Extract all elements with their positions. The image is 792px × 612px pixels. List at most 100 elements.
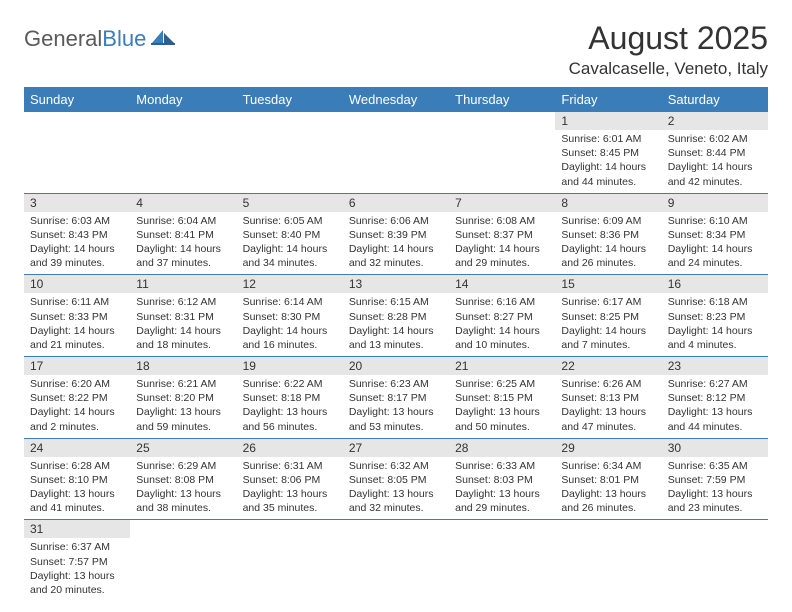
daylight-text: Daylight: 14 hours and 29 minutes.: [455, 242, 549, 270]
sunset-text: Sunset: 8:08 PM: [136, 473, 230, 487]
day-number: 7: [449, 194, 555, 212]
calendar-day-cell: 17Sunrise: 6:20 AMSunset: 8:22 PMDayligh…: [24, 357, 130, 439]
calendar-day-cell: [24, 112, 130, 193]
sunset-text: Sunset: 8:03 PM: [455, 473, 549, 487]
calendar-day-cell: 24Sunrise: 6:28 AMSunset: 8:10 PMDayligh…: [24, 438, 130, 520]
sunset-text: Sunset: 8:36 PM: [561, 228, 655, 242]
day-details: Sunrise: 6:15 AMSunset: 8:28 PMDaylight:…: [343, 293, 449, 356]
calendar-day-cell: [662, 520, 768, 601]
day-details: Sunrise: 6:27 AMSunset: 8:12 PMDaylight:…: [662, 375, 768, 438]
calendar-week-row: 24Sunrise: 6:28 AMSunset: 8:10 PMDayligh…: [24, 438, 768, 520]
sunset-text: Sunset: 8:39 PM: [349, 228, 443, 242]
daylight-text: Daylight: 14 hours and 18 minutes.: [136, 324, 230, 352]
calendar-day-cell: 30Sunrise: 6:35 AMSunset: 7:59 PMDayligh…: [662, 438, 768, 520]
sunset-text: Sunset: 8:05 PM: [349, 473, 443, 487]
day-number: 2: [662, 112, 768, 130]
calendar-week-row: 17Sunrise: 6:20 AMSunset: 8:22 PMDayligh…: [24, 357, 768, 439]
day-details: Sunrise: 6:31 AMSunset: 8:06 PMDaylight:…: [237, 457, 343, 520]
daylight-text: Daylight: 13 hours and 20 minutes.: [30, 569, 124, 597]
calendar-day-cell: 9Sunrise: 6:10 AMSunset: 8:34 PMDaylight…: [662, 193, 768, 275]
calendar-table: Sunday Monday Tuesday Wednesday Thursday…: [24, 87, 768, 601]
day-details: Sunrise: 6:12 AMSunset: 8:31 PMDaylight:…: [130, 293, 236, 356]
sunrise-text: Sunrise: 6:14 AM: [243, 295, 337, 309]
daylight-text: Daylight: 13 hours and 23 minutes.: [668, 487, 762, 515]
calendar-day-cell: 14Sunrise: 6:16 AMSunset: 8:27 PMDayligh…: [449, 275, 555, 357]
calendar-day-cell: [343, 112, 449, 193]
calendar-day-cell: 20Sunrise: 6:23 AMSunset: 8:17 PMDayligh…: [343, 357, 449, 439]
daylight-text: Daylight: 14 hours and 39 minutes.: [30, 242, 124, 270]
location: Cavalcaselle, Veneto, Italy: [569, 59, 768, 79]
daylight-text: Daylight: 14 hours and 16 minutes.: [243, 324, 337, 352]
weekday-header-row: Sunday Monday Tuesday Wednesday Thursday…: [24, 87, 768, 112]
day-number: 25: [130, 439, 236, 457]
daylight-text: Daylight: 14 hours and 26 minutes.: [561, 242, 655, 270]
weekday-header: Wednesday: [343, 87, 449, 112]
sunrise-text: Sunrise: 6:35 AM: [668, 459, 762, 473]
sunset-text: Sunset: 8:44 PM: [668, 146, 762, 160]
calendar-day-cell: 27Sunrise: 6:32 AMSunset: 8:05 PMDayligh…: [343, 438, 449, 520]
daylight-text: Daylight: 13 hours and 59 minutes.: [136, 405, 230, 433]
calendar-day-cell: 31Sunrise: 6:37 AMSunset: 7:57 PMDayligh…: [24, 520, 130, 601]
day-details: Sunrise: 6:10 AMSunset: 8:34 PMDaylight:…: [662, 212, 768, 275]
day-details: Sunrise: 6:01 AMSunset: 8:45 PMDaylight:…: [555, 130, 661, 193]
sunset-text: Sunset: 8:27 PM: [455, 310, 549, 324]
day-number: 12: [237, 275, 343, 293]
day-number: 1: [555, 112, 661, 130]
day-details: Sunrise: 6:02 AMSunset: 8:44 PMDaylight:…: [662, 130, 768, 193]
daylight-text: Daylight: 14 hours and 21 minutes.: [30, 324, 124, 352]
day-number: 27: [343, 439, 449, 457]
sunset-text: Sunset: 8:34 PM: [668, 228, 762, 242]
logo-text-blue: Blue: [102, 26, 146, 52]
day-details: Sunrise: 6:05 AMSunset: 8:40 PMDaylight:…: [237, 212, 343, 275]
day-number: 17: [24, 357, 130, 375]
calendar-day-cell: [343, 520, 449, 601]
weekday-header: Tuesday: [237, 87, 343, 112]
daylight-text: Daylight: 13 hours and 26 minutes.: [561, 487, 655, 515]
daylight-text: Daylight: 14 hours and 34 minutes.: [243, 242, 337, 270]
calendar-day-cell: [449, 520, 555, 601]
weekday-header: Sunday: [24, 87, 130, 112]
day-number: 18: [130, 357, 236, 375]
daylight-text: Daylight: 14 hours and 7 minutes.: [561, 324, 655, 352]
day-details: Sunrise: 6:26 AMSunset: 8:13 PMDaylight:…: [555, 375, 661, 438]
day-number: 14: [449, 275, 555, 293]
sunset-text: Sunset: 8:23 PM: [668, 310, 762, 324]
daylight-text: Daylight: 14 hours and 4 minutes.: [668, 324, 762, 352]
daylight-text: Daylight: 13 hours and 44 minutes.: [668, 405, 762, 433]
sail-icon: [150, 26, 176, 52]
sunrise-text: Sunrise: 6:33 AM: [455, 459, 549, 473]
daylight-text: Daylight: 14 hours and 13 minutes.: [349, 324, 443, 352]
day-number: 29: [555, 439, 661, 457]
calendar-day-cell: 1Sunrise: 6:01 AMSunset: 8:45 PMDaylight…: [555, 112, 661, 193]
sunset-text: Sunset: 8:17 PM: [349, 391, 443, 405]
sunrise-text: Sunrise: 6:05 AM: [243, 214, 337, 228]
sunrise-text: Sunrise: 6:23 AM: [349, 377, 443, 391]
day-number: 4: [130, 194, 236, 212]
sunset-text: Sunset: 8:20 PM: [136, 391, 230, 405]
day-number: 13: [343, 275, 449, 293]
sunset-text: Sunset: 8:43 PM: [30, 228, 124, 242]
daylight-text: Daylight: 14 hours and 24 minutes.: [668, 242, 762, 270]
sunset-text: Sunset: 8:28 PM: [349, 310, 443, 324]
weekday-header: Monday: [130, 87, 236, 112]
sunset-text: Sunset: 8:18 PM: [243, 391, 337, 405]
day-number: 20: [343, 357, 449, 375]
sunrise-text: Sunrise: 6:08 AM: [455, 214, 549, 228]
sunset-text: Sunset: 8:12 PM: [668, 391, 762, 405]
month-title: August 2025: [569, 20, 768, 57]
sunset-text: Sunset: 8:41 PM: [136, 228, 230, 242]
calendar-day-cell: 5Sunrise: 6:05 AMSunset: 8:40 PMDaylight…: [237, 193, 343, 275]
calendar-day-cell: 7Sunrise: 6:08 AMSunset: 8:37 PMDaylight…: [449, 193, 555, 275]
calendar-day-cell: 22Sunrise: 6:26 AMSunset: 8:13 PMDayligh…: [555, 357, 661, 439]
day-number: 28: [449, 439, 555, 457]
calendar-day-cell: 11Sunrise: 6:12 AMSunset: 8:31 PMDayligh…: [130, 275, 236, 357]
sunset-text: Sunset: 8:40 PM: [243, 228, 337, 242]
sunrise-text: Sunrise: 6:34 AM: [561, 459, 655, 473]
daylight-text: Daylight: 13 hours and 41 minutes.: [30, 487, 124, 515]
calendar-week-row: 3Sunrise: 6:03 AMSunset: 8:43 PMDaylight…: [24, 193, 768, 275]
calendar-week-row: 1Sunrise: 6:01 AMSunset: 8:45 PMDaylight…: [24, 112, 768, 193]
logo-text-general: General: [24, 26, 102, 52]
day-details: Sunrise: 6:14 AMSunset: 8:30 PMDaylight:…: [237, 293, 343, 356]
daylight-text: Daylight: 13 hours and 56 minutes.: [243, 405, 337, 433]
calendar-day-cell: [555, 520, 661, 601]
